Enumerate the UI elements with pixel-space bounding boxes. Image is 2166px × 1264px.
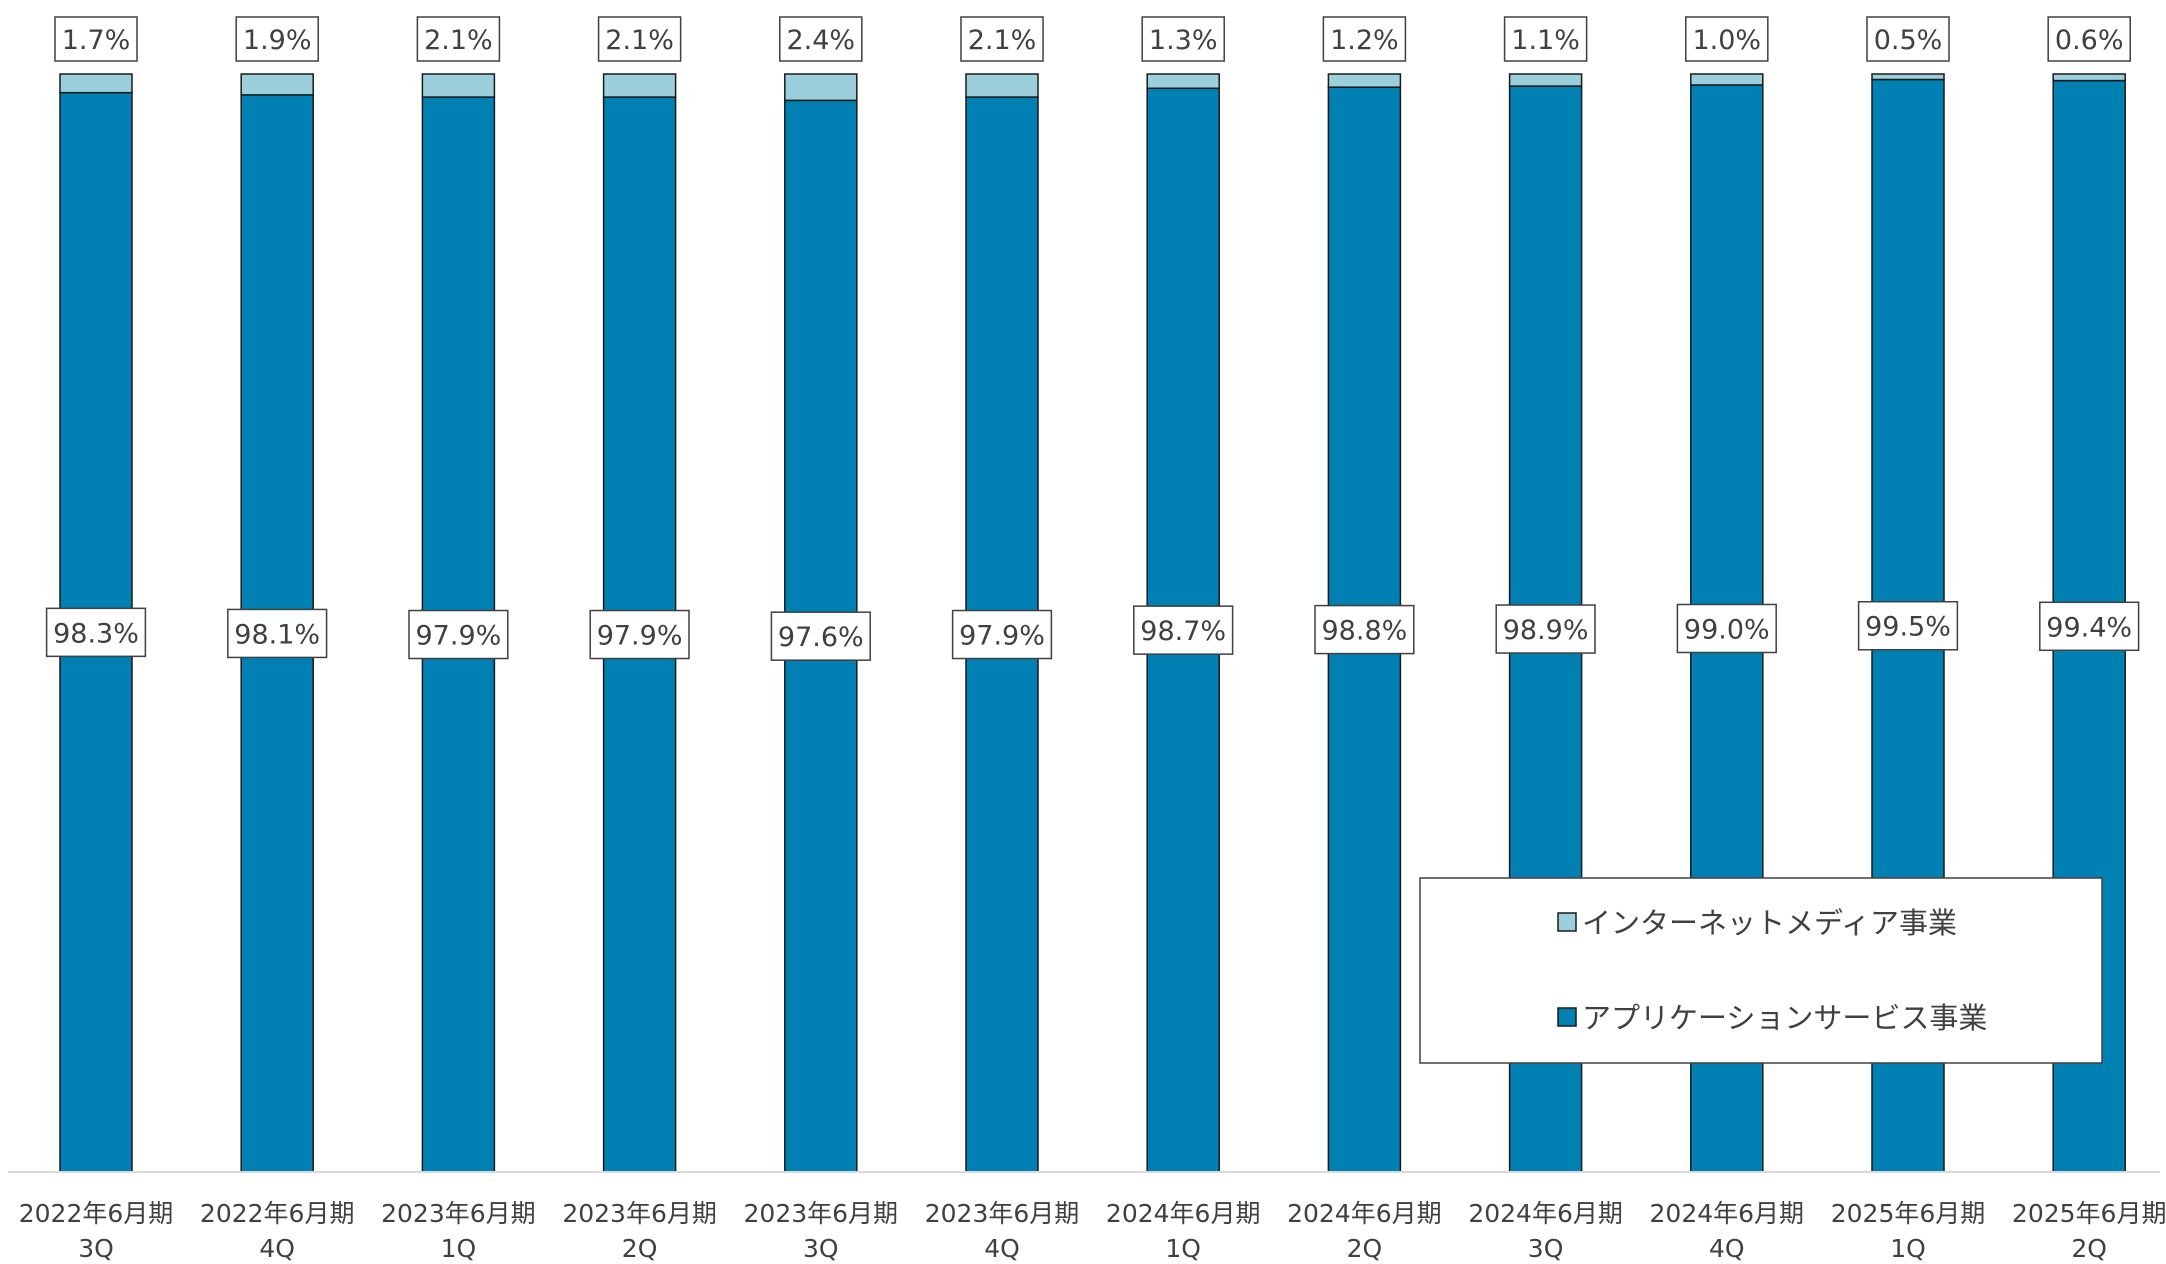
data-label-box-application-service (770, 611, 871, 661)
x-tick-label-quarter: 2Q (1347, 1234, 1383, 1263)
data-label-box-internet-media (1866, 16, 1950, 62)
data-label-box-application-service (45, 607, 147, 658)
legend-label: インターネットメディア事業 (1582, 906, 1957, 940)
data-label-box-application-service (227, 608, 328, 659)
data-label-box-internet-media (54, 16, 138, 62)
data-labels-layer: 98.3% 1.7% 98.1% 1.9% 97.9% 2.1% 97.9% 2.1% 97.6… (45, 16, 2140, 661)
x-tick-label-fiscal-year: 2022年6月期 (200, 1199, 355, 1228)
bar-internet-media (2052, 73, 2126, 82)
x-tick-label-fiscal-year: 2023年6月期 (744, 1199, 899, 1228)
bar-internet-media (965, 73, 1039, 98)
data-label-application-service: 98.8% (1322, 616, 1408, 647)
x-tick-label-fiscal-year: 2024年6月期 (1287, 1199, 1442, 1228)
data-label-internet-media: 1.0% (1692, 25, 1761, 56)
data-label-box-application-service (2039, 601, 2140, 652)
data-label-internet-media: 0.6% (2055, 25, 2124, 56)
data-label-application-service: 98.1% (234, 619, 320, 650)
data-label-box-internet-media (1503, 16, 1588, 62)
data-label-box-application-service (1314, 604, 1415, 655)
data-label-application-service: 98.9% (1503, 615, 1589, 646)
x-tick-label-fiscal-year: 2023年6月期 (381, 1199, 536, 1228)
data-label-internet-media: 2.1% (605, 25, 674, 56)
data-label-box-internet-media (2047, 16, 2131, 62)
x-tick-label-quarter: 2Q (2071, 1234, 2107, 1263)
data-label-box-application-service (951, 609, 1053, 660)
bar-internet-media (240, 73, 314, 96)
x-tick-label-quarter: 1Q (441, 1234, 477, 1263)
x-tick-label-fiscal-year: 2025年6月期 (1831, 1199, 1986, 1228)
data-label-internet-media: 2.4% (786, 25, 855, 56)
bar-internet-media (1690, 73, 1764, 86)
data-label-internet-media: 2.1% (968, 25, 1037, 56)
data-label-internet-media: 1.1% (1511, 25, 1580, 56)
x-tick-label-quarter: 1Q (1165, 1234, 1201, 1263)
data-label-box-internet-media (1685, 16, 1769, 62)
x-axis: 2022年6月期 3Q 2022年6月期 4Q 2023年6月期 1Q 2023年6月期 2Q… (8, 1171, 2166, 1263)
data-label-box-application-service (1676, 603, 1777, 654)
bar-internet-media (1327, 73, 1402, 88)
data-label-box-application-service (1857, 600, 1959, 651)
legend-label: アプリケーションサービス事業 (1582, 1001, 1987, 1035)
bar-internet-media (602, 73, 677, 98)
data-label-application-service: 99.5% (1865, 612, 1951, 643)
data-label-application-service: 98.7% (1140, 616, 1226, 647)
x-tick-label-fiscal-year: 2024年6月期 (1106, 1199, 1261, 1228)
x-tick-label-fiscal-year: 2024年6月期 (1468, 1199, 1623, 1228)
data-label-application-service: 99.4% (2046, 612, 2132, 643)
data-label-box-internet-media (416, 16, 501, 62)
legend-swatch (1557, 1007, 1577, 1027)
bar-internet-media (784, 73, 858, 102)
data-label-application-service: 99.0% (1684, 614, 1770, 645)
data-label-application-service: 98.3% (53, 618, 139, 649)
x-tick-label-fiscal-year: 2025年6月期 (2012, 1199, 2166, 1228)
x-tick-label-quarter: 4Q (984, 1234, 1020, 1263)
x-tick-label-quarter: 4Q (259, 1234, 295, 1263)
data-label-application-service: 97.9% (416, 621, 502, 652)
x-tick-label-quarter: 3Q (803, 1234, 839, 1263)
data-label-box-application-service (1495, 604, 1596, 654)
data-label-box-internet-media (779, 16, 863, 62)
data-label-box-internet-media (1141, 16, 1225, 62)
data-label-internet-media: 1.7% (62, 25, 131, 56)
x-tick-label-fiscal-year: 2023年6月期 (562, 1199, 717, 1228)
data-label-box-internet-media (235, 16, 319, 62)
bar-internet-media (1871, 73, 1945, 81)
x-tick-label-quarter: 2Q (622, 1234, 658, 1263)
bar-internet-media (421, 73, 496, 98)
x-tick-label-fiscal-year: 2023年6月期 (925, 1199, 1080, 1228)
x-tick-label-quarter: 3Q (1528, 1234, 1564, 1263)
bar-internet-media (1508, 73, 1583, 87)
data-label-internet-media: 1.2% (1330, 25, 1399, 56)
data-label-internet-media: 2.1% (424, 25, 493, 56)
data-label-internet-media: 1.9% (243, 25, 312, 56)
bar-internet-media (59, 73, 133, 94)
data-label-box-internet-media (597, 16, 682, 62)
bar-internet-media (1146, 73, 1220, 90)
data-label-application-service: 97.9% (597, 621, 683, 652)
x-tick-label-fiscal-year: 2022年6月期 (19, 1199, 174, 1228)
data-label-box-application-service (408, 609, 509, 660)
data-label-internet-media: 0.5% (1874, 25, 1943, 56)
data-label-box-internet-media (960, 16, 1044, 62)
data-label-application-service: 97.6% (778, 622, 864, 653)
x-tick-label-quarter: 3Q (78, 1234, 114, 1263)
x-tick-label-quarter: 4Q (1709, 1234, 1745, 1263)
data-label-box-application-service (1133, 605, 1234, 655)
data-label-box-internet-media (1322, 16, 1407, 62)
x-tick-label-fiscal-year: 2024年6月期 (1650, 1199, 1805, 1228)
x-tick-label-quarter: 1Q (1890, 1234, 1926, 1263)
legend-swatch (1557, 912, 1577, 932)
data-label-box-application-service (589, 609, 690, 660)
data-label-application-service: 97.9% (959, 621, 1045, 652)
data-label-internet-media: 1.3% (1149, 25, 1218, 56)
legend-box (1419, 877, 2103, 1064)
